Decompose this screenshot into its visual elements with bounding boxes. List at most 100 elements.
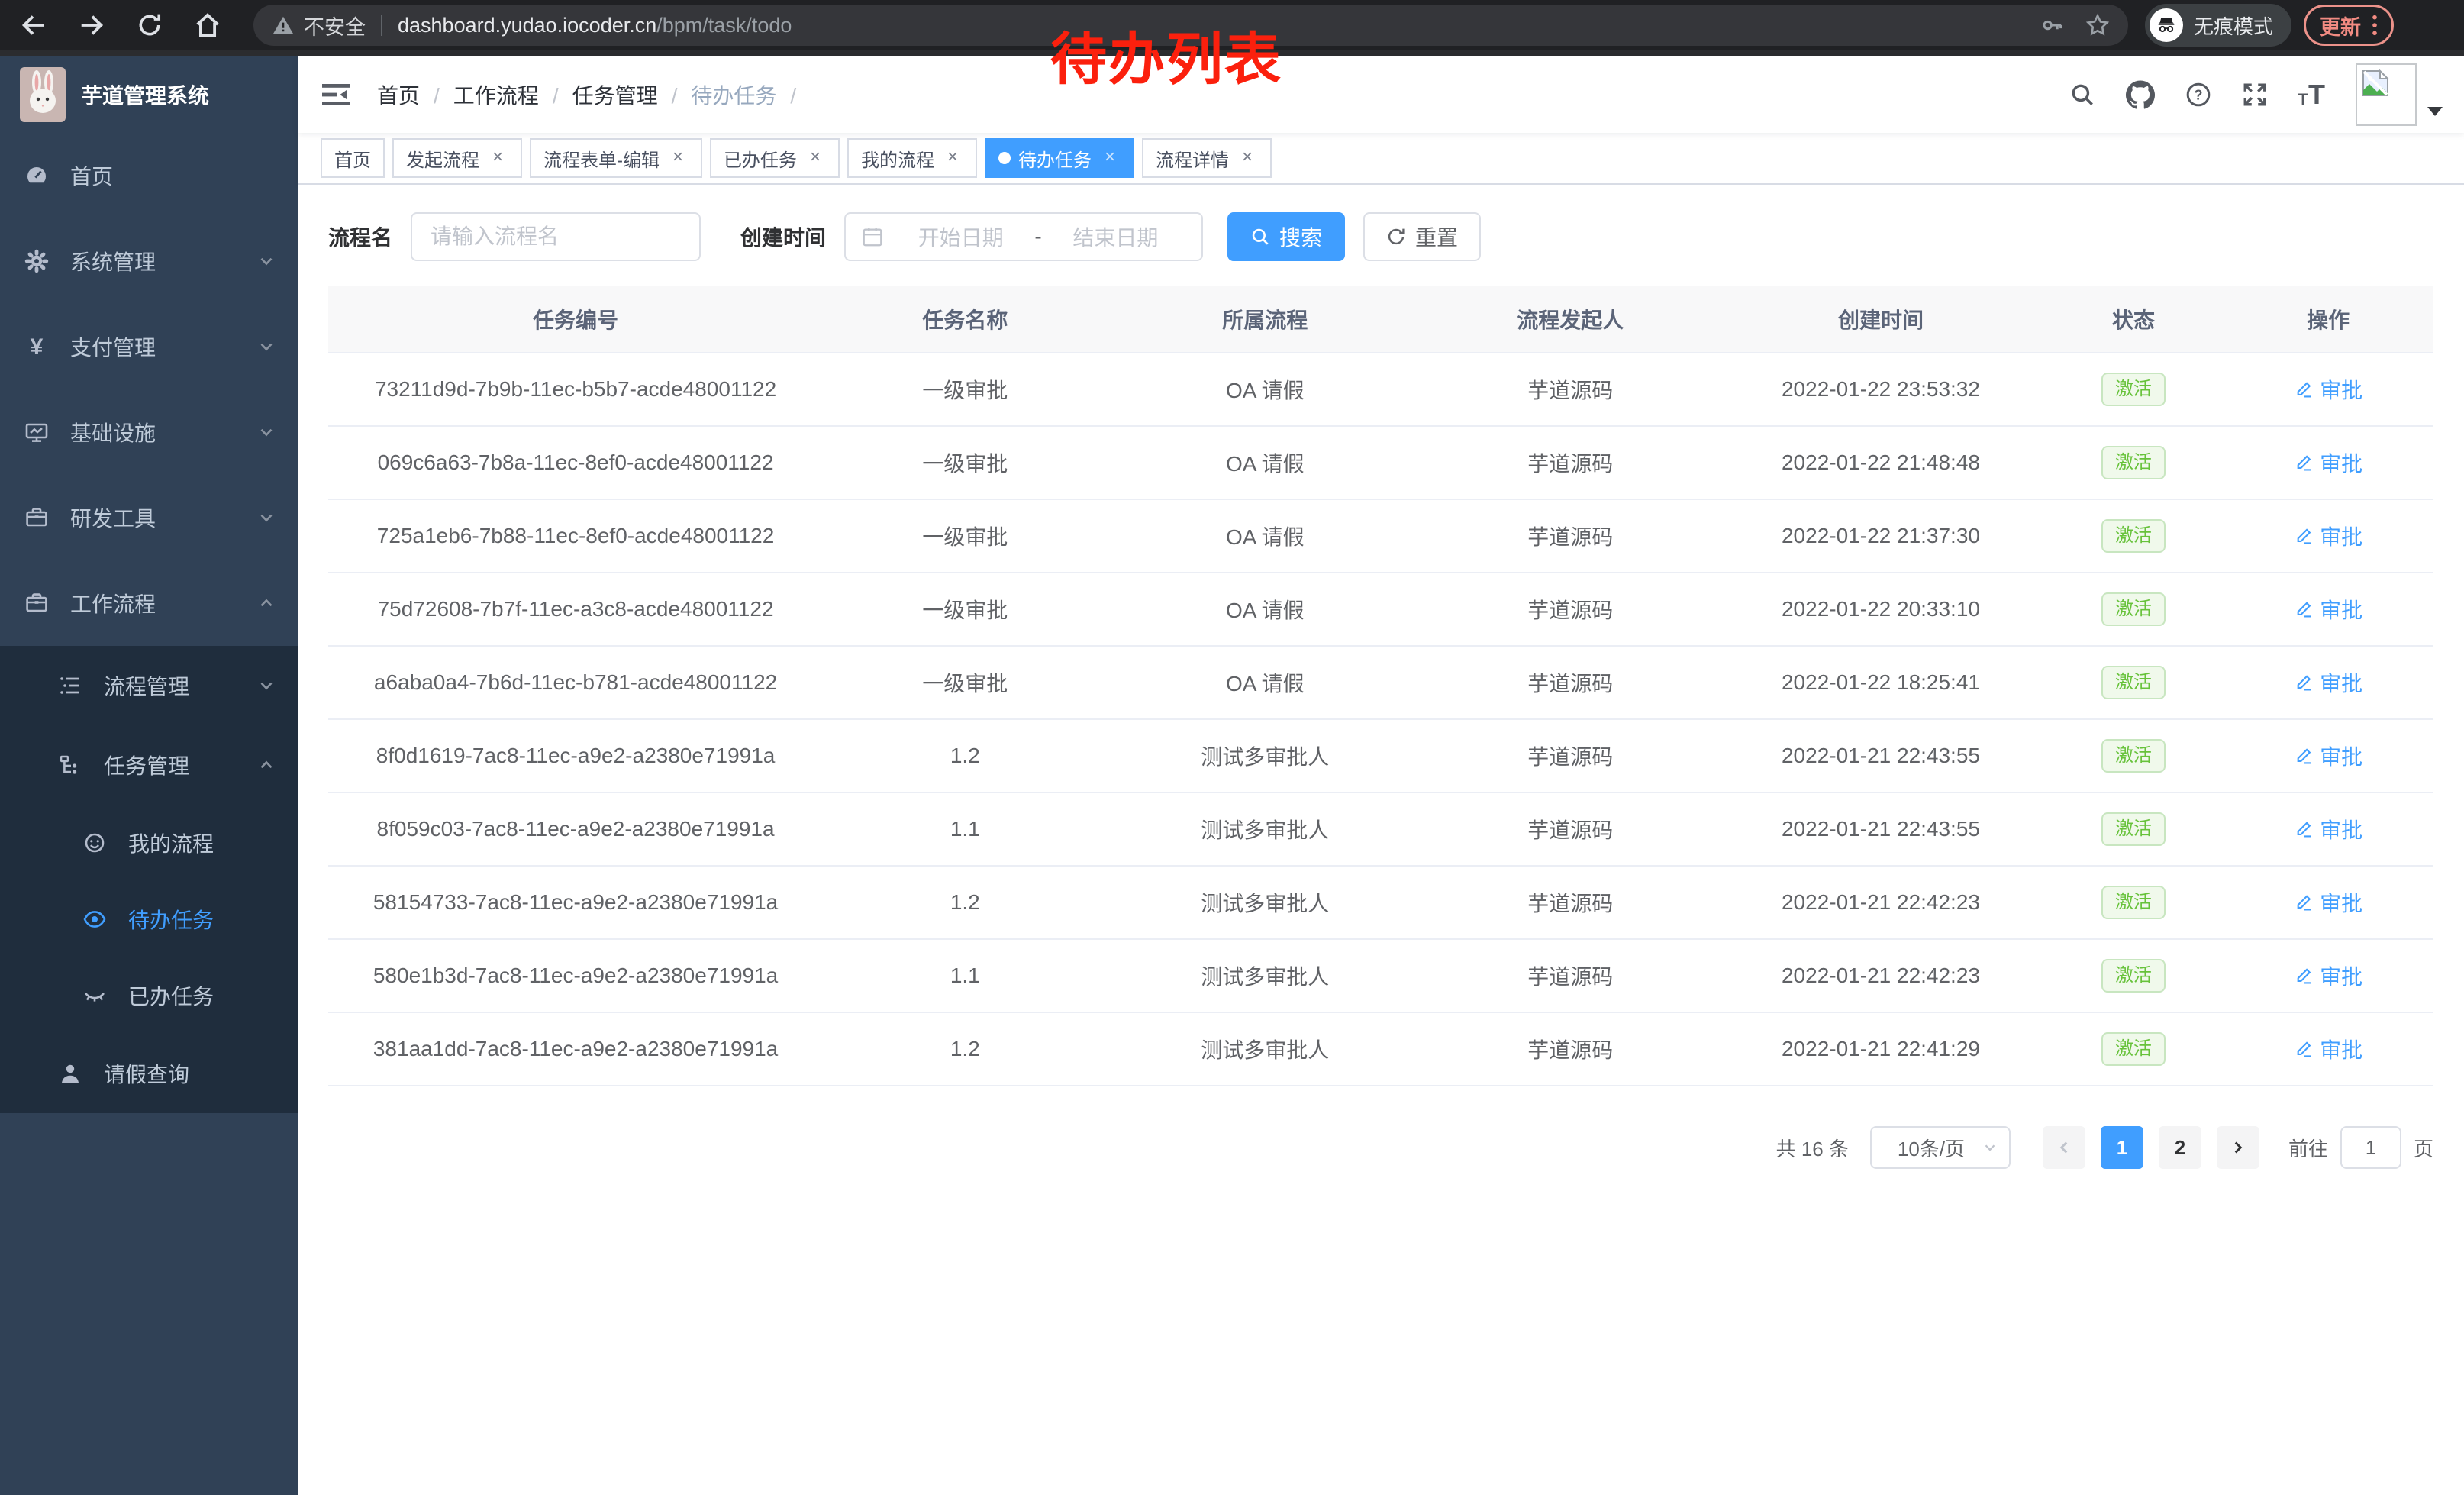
approve-link[interactable]: 审批 [2294, 887, 2362, 918]
next-page-button[interactable] [2216, 1126, 2259, 1169]
todo-task-table: 任务编号 任务名称 所属流程 流程发起人 创建时间 状态 操作 [328, 286, 2433, 1086]
update-button[interactable]: 更新 [2304, 5, 2395, 46]
chevron-icon [256, 251, 276, 271]
tag[interactable]: 发起流程 [392, 138, 522, 178]
table-row[interactable]: 58154733-7ac8-11ec-a9e2-a2380e71991a 1.2… [328, 866, 2433, 940]
approve-link[interactable]: 审批 [2294, 374, 2362, 405]
sidebar-menu-item[interactable]: 我的流程 [0, 805, 298, 881]
table-row[interactable]: 381aa1dd-7ac8-11ec-a9e2-a2380e71991a 1.2… [328, 1012, 2433, 1086]
avatar[interactable] [2356, 63, 2417, 126]
tag[interactable]: 首页 [321, 138, 385, 178]
start-date-placeholder[interactable]: 开始日期 [918, 226, 1004, 250]
chevron-icon [256, 337, 276, 357]
close-icon[interactable] [1099, 147, 1121, 169]
close-icon[interactable] [667, 147, 689, 169]
approve-link[interactable]: 审批 [2294, 447, 2362, 478]
security-label[interactable]: 不安全 [304, 15, 366, 39]
status-badge: 激活 [2101, 446, 2166, 479]
breadcrumb-item[interactable]: 任务管理 [572, 79, 692, 110]
table-row[interactable]: 8f0d1619-7ac8-11ec-a9e2-a2380e71991a 1.2… [328, 719, 2433, 793]
sidebar-menu-item[interactable]: 流程管理 [0, 646, 298, 725]
close-icon[interactable] [487, 147, 508, 169]
approve-link[interactable]: 审批 [2294, 960, 2362, 991]
approve-link[interactable]: 审批 [2294, 521, 2362, 551]
fullscreen-icon[interactable] [2242, 82, 2268, 108]
github-icon[interactable] [2126, 80, 2155, 109]
table-row[interactable]: 069c6a63-7b8a-11ec-8ef0-acde48001122 一级审… [328, 426, 2433, 500]
sidebar-menu-item[interactable]: 基础设施 [0, 389, 298, 475]
table-row[interactable]: 580e1b3d-7ac8-11ec-a9e2-a2380e71991a 1.1… [328, 939, 2433, 1013]
breadcrumb-item[interactable]: 首页 [377, 79, 453, 110]
search-icon[interactable] [2069, 82, 2095, 108]
filter-form: 流程名 创建时间 开始日期 - 结束日期 搜索 重置 [328, 212, 2433, 261]
close-icon[interactable] [942, 147, 963, 169]
table-row[interactable]: 75d72608-7b7f-11ec-a3c8-acde48001122 一级审… [328, 573, 2433, 647]
sidebar-menu-item[interactable]: 任务管理 [0, 725, 298, 805]
sidebar-menu-item[interactable]: 系统管理 [0, 218, 298, 304]
tag[interactable]: 我的流程 [847, 138, 977, 178]
url-bar[interactable]: 不安全 dashboard.yudao.iocoder.cn/bpm/task/… [253, 5, 2128, 46]
menu-item-label: 研发工具 [70, 507, 156, 531]
cell-process: 测试多审批人 [1107, 939, 1424, 1013]
edit-icon [2294, 1039, 2314, 1059]
sidebar-menu-item[interactable]: 首页 [0, 133, 298, 218]
menu-item-label: 已办任务 [128, 985, 214, 1009]
sidebar-collapse-button[interactable] [298, 56, 374, 133]
sidebar-menu-item[interactable]: 待办任务 [0, 881, 298, 957]
caret-down-icon[interactable] [2427, 107, 2443, 116]
table-row[interactable]: a6aba0a4-7b6d-11ec-b781-acde48001122 一级审… [328, 646, 2433, 720]
table-row[interactable]: 725a1eb6-7b88-11ec-8ef0-acde48001122 一级审… [328, 499, 2433, 573]
reset-button[interactable]: 重置 [1363, 212, 1482, 261]
end-date-placeholder[interactable]: 结束日期 [1072, 226, 1159, 250]
page-number-button[interactable]: 1 [2100, 1126, 2143, 1169]
date-range-picker[interactable]: 开始日期 - 结束日期 [844, 212, 1204, 261]
tag[interactable]: 已办任务 [710, 138, 840, 178]
approve-link[interactable]: 审批 [2294, 741, 2362, 771]
url-path: /bpm/task/todo [656, 13, 792, 37]
page-number-button[interactable]: 2 [2158, 1126, 2201, 1169]
tag[interactable]: 待办任务 [985, 138, 1134, 178]
process-name-label: 流程名 [328, 226, 393, 250]
close-icon[interactable] [805, 147, 826, 169]
bookmark-star-icon[interactable] [2085, 13, 2110, 37]
table-row[interactable]: 8f059c03-7ac8-11ec-a9e2-a2380e71991a 1.1… [328, 792, 2433, 867]
search-button[interactable]: 搜索 [1227, 212, 1346, 261]
prev-page-button[interactable] [2042, 1126, 2085, 1169]
warning-icon [273, 16, 294, 34]
range-separator: - [1034, 224, 1042, 248]
approve-link[interactable]: 审批 [2294, 667, 2362, 698]
menu-item-label: 首页 [70, 165, 114, 189]
forward-button[interactable] [67, 4, 116, 47]
breadcrumb-item[interactable]: 工作流程 [453, 79, 572, 110]
back-button[interactable] [9, 4, 58, 47]
sidebar-menu-item[interactable]: 工作流程 [0, 560, 298, 646]
reload-button[interactable] [125, 4, 174, 47]
process-name-input[interactable] [411, 212, 701, 261]
sidebar-menu-item[interactable]: 请假查询 [0, 1034, 298, 1113]
table-row[interactable]: 73211d9d-7b9b-11ec-b5b7-acde48001122 一级审… [328, 353, 2433, 427]
tag[interactable]: 流程表单-编辑 [530, 138, 702, 178]
close-icon[interactable] [1237, 147, 1258, 169]
face-icon [82, 831, 107, 855]
page-size-select[interactable]: 10条/页 [1869, 1126, 2011, 1169]
incognito-label: 无痕模式 [2194, 15, 2274, 38]
sidebar-menu-item[interactable]: 已办任务 [0, 957, 298, 1034]
approve-link[interactable]: 审批 [2294, 594, 2362, 625]
approve-link[interactable]: 审批 [2294, 1034, 2362, 1064]
sidebar-menu-item[interactable]: 研发工具 [0, 475, 298, 560]
goto-page-input[interactable] [2340, 1126, 2401, 1169]
column-header: 所属流程 [1107, 286, 1424, 353]
key-icon[interactable] [2041, 14, 2064, 37]
breadcrumb-item[interactable]: 待办任务 [691, 79, 810, 110]
home-button[interactable] [183, 4, 232, 47]
browser-menu-icon[interactable] [2372, 14, 2378, 37]
list-tree-icon [58, 673, 82, 698]
chevron-icon [256, 508, 276, 528]
approve-link[interactable]: 审批 [2294, 814, 2362, 844]
tag-label: 流程表单-编辑 [543, 150, 660, 171]
tag[interactable]: 流程详情 [1142, 138, 1272, 178]
help-icon[interactable] [2185, 82, 2211, 108]
cell-task-name: 一级审批 [823, 573, 1108, 647]
sidebar-menu-item[interactable]: 支付管理 [0, 304, 298, 389]
